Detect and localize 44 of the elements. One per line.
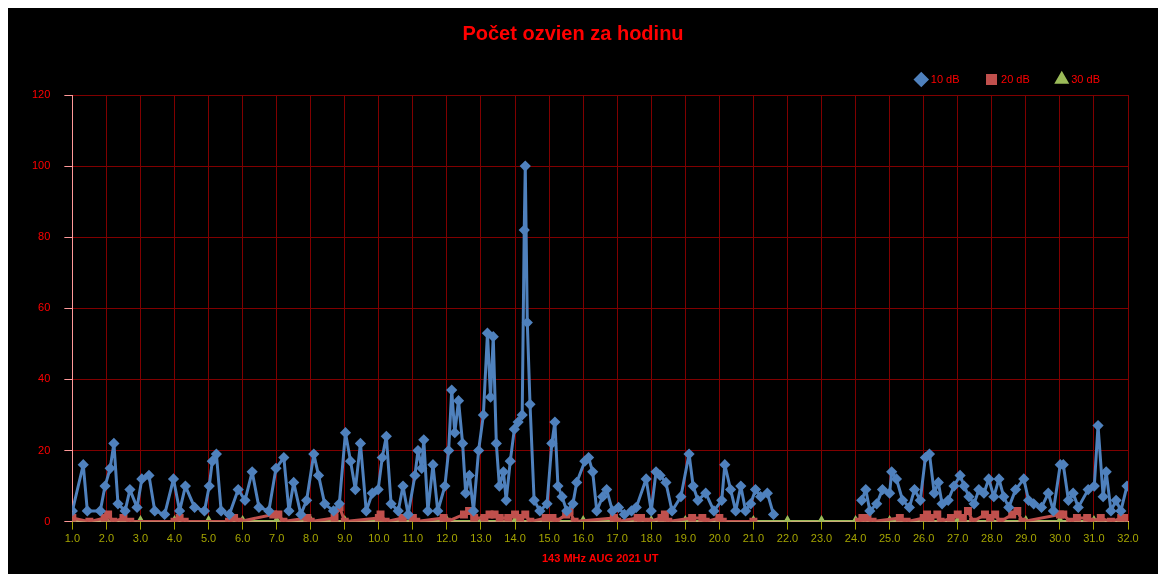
x-tick-label: 17.0 — [606, 532, 628, 545]
x-tick-label: 3.0 — [132, 532, 149, 545]
x-tick-label: 19.0 — [674, 532, 697, 545]
x-tick-label: 20.0 — [708, 532, 731, 545]
x-tick-label: 28.0 — [981, 532, 1003, 545]
x-tick-label: 24.0 — [844, 532, 867, 545]
x-tick-label: 30.0 — [1049, 532, 1071, 545]
x-tick-label: 23.0 — [810, 532, 833, 545]
x-tick-label: 6.0 — [234, 532, 251, 545]
y-tick-label: 20 — [38, 443, 51, 456]
chart-title: Počet ozvien za hodinu — [462, 21, 684, 44]
x-tick-label: 12.0 — [436, 532, 458, 545]
x-tick-label: 22.0 — [776, 532, 799, 545]
x-tick-label: 9.0 — [337, 532, 353, 545]
x-tick-label: 10.0 — [368, 532, 390, 545]
x-tick-label: 21.0 — [742, 532, 765, 545]
x-tick-label: 26.0 — [912, 532, 935, 545]
legend-label: 10 dB — [930, 72, 960, 85]
x-tick-label: 14.0 — [504, 532, 526, 545]
legend-label: 30 dB — [1071, 72, 1100, 85]
x-tick-label: 8.0 — [303, 532, 319, 545]
x-tick-label: 18.0 — [640, 532, 662, 545]
x-tick-label: 29.0 — [1015, 532, 1037, 545]
x-tick-label: 16.0 — [572, 532, 594, 545]
y-tick-label: 60 — [38, 301, 51, 314]
x-tick-label: 7.0 — [269, 532, 285, 545]
x-tick-label: 27.0 — [947, 532, 969, 545]
y-tick-label: 120 — [31, 88, 51, 101]
x-tick-label: 15.0 — [538, 532, 560, 545]
x-tick-label: 31.0 — [1083, 532, 1105, 545]
x-tick-label: 2.0 — [98, 532, 115, 545]
y-tick-label: 100 — [31, 159, 51, 172]
x-tick-label: 13.0 — [470, 532, 492, 545]
x-tick-label: 1.0 — [64, 532, 80, 545]
x-tick-label: 5.0 — [200, 532, 217, 545]
x-tick-label: 32.0 — [1117, 532, 1139, 545]
x-tick-label: 4.0 — [166, 532, 183, 545]
y-tick-label: 40 — [38, 372, 51, 385]
y-tick-label: 0 — [44, 514, 51, 527]
x-tick-label: 25.0 — [878, 532, 901, 545]
y-tick-label: 80 — [38, 230, 51, 243]
legend-label: 20 dB — [1001, 72, 1030, 85]
x-axis-title: 143 MHz AUG 2021 UT — [542, 552, 659, 565]
x-tick-label: 11.0 — [402, 532, 424, 545]
